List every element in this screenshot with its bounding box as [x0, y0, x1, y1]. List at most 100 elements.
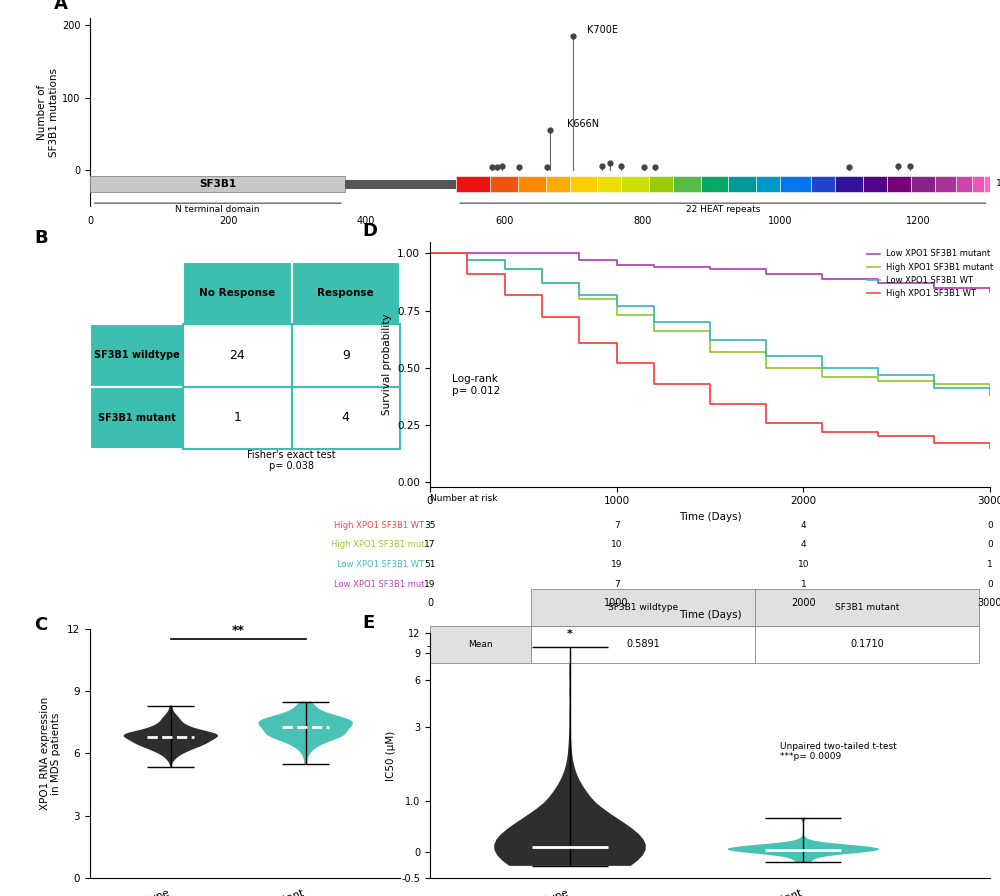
Low XPO1 SF3B1 WT	[573, 289, 585, 300]
Text: 1: 1	[233, 411, 241, 425]
High XPO1 SF3B1 WT	[928, 438, 940, 449]
Bar	[673, 176, 701, 192]
Low XPO1 SF3B1 WT	[611, 300, 623, 311]
Text: 0.1710: 0.1710	[850, 640, 884, 650]
Low XPO1 SF3B1 mutant	[984, 287, 996, 297]
Text: 9: 9	[342, 349, 350, 362]
Low XPO1 SF3B1 mutant	[648, 262, 660, 272]
High XPO1 SF3B1 WT	[704, 399, 716, 409]
Low XPO1 SF3B1 WT	[704, 335, 716, 346]
Bar	[780, 176, 811, 192]
Bar	[649, 176, 673, 192]
Text: 2000: 2000	[791, 598, 816, 608]
High XPO1 SF3B1 mutant	[573, 294, 585, 305]
Text: 51: 51	[424, 560, 436, 569]
Text: E: E	[363, 614, 375, 632]
Bar	[546, 176, 570, 192]
X-axis label: Time (Days): Time (Days)	[679, 512, 741, 521]
Bar	[863, 176, 887, 192]
Low XPO1 SF3B1 mutant	[928, 282, 940, 293]
High XPO1 SF3B1 mutant	[984, 381, 996, 392]
Low XPO1 SF3B1 WT	[648, 316, 660, 327]
Low XPO1 SF3B1 WT	[536, 278, 548, 289]
Text: High XPO1 SF3B1 WT: High XPO1 SF3B1 WT	[334, 521, 424, 530]
Y-axis label: Survival probability: Survival probability	[382, 314, 392, 415]
Low XPO1 SF3B1 mutant	[816, 273, 828, 284]
Bar	[701, 176, 728, 192]
Text: Log-rank
p= 0.012: Log-rank p= 0.012	[452, 374, 501, 396]
Bar	[756, 176, 780, 192]
Bar	[518, 176, 546, 192]
Text: D: D	[363, 222, 378, 240]
FancyBboxPatch shape	[90, 324, 183, 386]
Bar	[90, 176, 345, 192]
Text: 0: 0	[987, 580, 993, 589]
High XPO1 SF3B1 mutant	[424, 248, 436, 259]
Low XPO1 SF3B1 WT	[928, 383, 940, 393]
Bar	[835, 176, 863, 192]
High XPO1 SF3B1 mutant	[816, 372, 828, 383]
Text: 10: 10	[798, 560, 809, 569]
Text: 1: 1	[800, 580, 806, 589]
Text: A: A	[54, 0, 68, 13]
Text: 19: 19	[424, 580, 436, 589]
Bar	[935, 176, 956, 192]
Text: 1304aa: 1304aa	[996, 179, 1000, 188]
Text: K700E: K700E	[587, 24, 618, 35]
Text: High XPO1 SF3B1 mut: High XPO1 SF3B1 mut	[331, 540, 424, 549]
Text: K666N: K666N	[567, 118, 599, 129]
Text: 10: 10	[611, 540, 622, 549]
Text: Number at risk: Number at risk	[430, 495, 498, 504]
Low XPO1 SF3B1 mutant	[424, 248, 436, 259]
High XPO1 SF3B1 mutant	[611, 310, 623, 321]
Text: Low XPO1 SF3B1 WT: Low XPO1 SF3B1 WT	[337, 560, 424, 569]
FancyBboxPatch shape	[292, 262, 400, 324]
Text: Time (Days): Time (Days)	[679, 610, 741, 620]
Bar	[972, 176, 984, 192]
Text: SF3B1 mutant: SF3B1 mutant	[835, 603, 899, 612]
Text: Response: Response	[317, 288, 374, 298]
High XPO1 SF3B1 mutant	[648, 326, 660, 337]
High XPO1 SF3B1 mutant	[461, 254, 473, 265]
High XPO1 SF3B1 WT	[648, 378, 660, 389]
Text: 19: 19	[611, 560, 622, 569]
Text: Fisher's exact test
p= 0.038: Fisher's exact test p= 0.038	[247, 450, 336, 471]
Text: 7: 7	[614, 521, 620, 530]
Text: Mean: Mean	[468, 640, 493, 649]
Y-axis label: XPO1 RNA expression
in MDS patients: XPO1 RNA expression in MDS patients	[40, 697, 61, 810]
FancyBboxPatch shape	[755, 626, 979, 663]
High XPO1 SF3B1 mutant	[760, 362, 772, 373]
Bar	[597, 176, 621, 192]
Text: 7: 7	[614, 580, 620, 589]
Low XPO1 SF3B1 mutant	[760, 269, 772, 280]
Low XPO1 SF3B1 WT	[872, 369, 884, 380]
Y-axis label: IC50 (μM): IC50 (μM)	[386, 730, 396, 781]
Text: *: *	[567, 629, 573, 639]
High XPO1 SF3B1 WT	[984, 443, 996, 453]
Text: 22 HEAT repeats: 22 HEAT repeats	[686, 205, 760, 214]
Text: 4: 4	[342, 411, 350, 425]
Low XPO1 SF3B1 mutant	[536, 248, 548, 259]
Low XPO1 SF3B1 WT	[499, 264, 511, 275]
High XPO1 SF3B1 WT	[816, 426, 828, 437]
FancyBboxPatch shape	[292, 386, 400, 449]
FancyBboxPatch shape	[430, 626, 531, 663]
FancyBboxPatch shape	[292, 324, 400, 386]
Text: 3000: 3000	[978, 598, 1000, 608]
FancyBboxPatch shape	[183, 262, 292, 324]
FancyBboxPatch shape	[531, 626, 755, 663]
FancyBboxPatch shape	[90, 386, 183, 449]
Low XPO1 SF3B1 WT	[760, 351, 772, 362]
FancyBboxPatch shape	[183, 324, 292, 386]
Text: Low XPO1 SF3B1 mut: Low XPO1 SF3B1 mut	[334, 580, 424, 589]
Y-axis label: Number of
SF3B1 mutations: Number of SF3B1 mutations	[37, 67, 59, 157]
Bar	[911, 176, 935, 192]
Line: High XPO1 SF3B1 WT: High XPO1 SF3B1 WT	[430, 254, 990, 448]
Text: 24: 24	[229, 349, 245, 362]
Low XPO1 SF3B1 mutant	[461, 248, 473, 259]
High XPO1 SF3B1 WT	[536, 312, 548, 323]
Bar	[984, 176, 990, 192]
FancyBboxPatch shape	[183, 386, 292, 449]
Text: 1: 1	[987, 560, 993, 569]
Bar	[956, 176, 972, 192]
